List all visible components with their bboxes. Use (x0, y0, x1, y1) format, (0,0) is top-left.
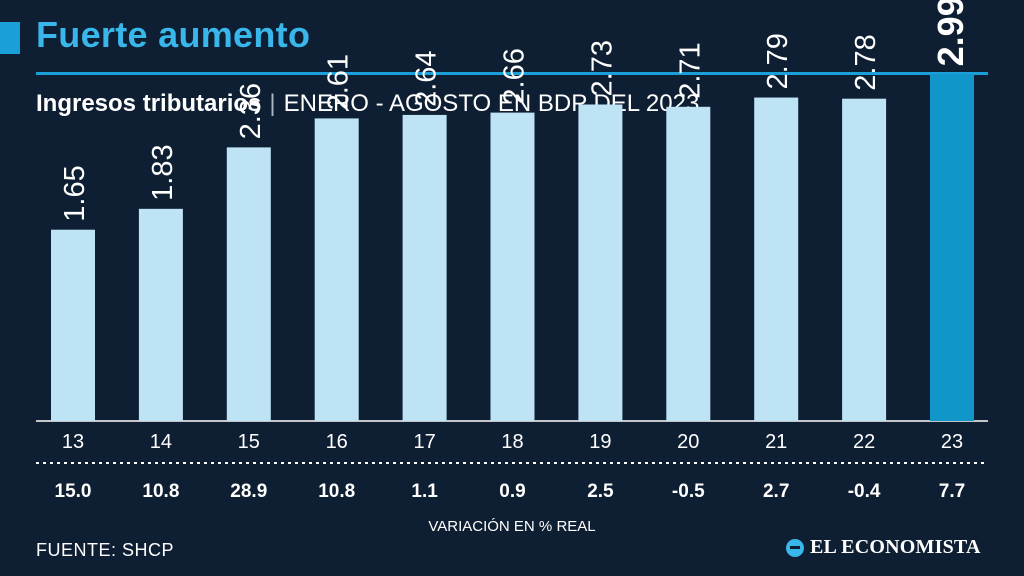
x-tick-label-20: 20 (677, 431, 699, 453)
brand-logo: EL ECONOMISTA (786, 536, 981, 559)
bar-20 (666, 106, 711, 421)
variation-value-15: 28.9 (230, 481, 267, 502)
variation-value-14: 10.8 (142, 481, 179, 502)
chart-title: Ingresos tributarios (36, 90, 262, 117)
data-label-16: 2.61 (323, 54, 355, 110)
bar-22 (842, 98, 887, 421)
x-tick-label-21: 21 (765, 431, 787, 453)
accent-block (0, 22, 20, 54)
bar-17 (402, 114, 447, 422)
data-label-14: 1.83 (147, 144, 179, 200)
x-tick-label-13: 13 (62, 431, 84, 453)
x-tick-label-16: 16 (326, 431, 348, 453)
variation-value-16: 10.8 (318, 481, 355, 502)
data-label-23: 2.99 (930, 0, 971, 66)
data-label-19: 2.73 (586, 40, 618, 96)
x-tick-label-14: 14 (150, 431, 172, 453)
el-economista-logo-icon (786, 538, 804, 557)
variation-value-22: -0.4 (848, 481, 881, 502)
variation-value-23: 7.7 (939, 481, 965, 502)
source-note: FUENTE: SHCP (36, 540, 175, 560)
variation-value-20: -0.5 (672, 481, 705, 502)
x-tick-label-23: 23 (941, 431, 963, 453)
subtitle-separator: | (269, 90, 276, 117)
data-label-15: 2.36 (235, 83, 267, 139)
headline-rule (36, 72, 988, 75)
variation-caption: VARIACIÓN EN % REAL (428, 518, 595, 535)
data-label-18: 2.66 (499, 48, 531, 104)
data-label-22: 2.78 (850, 34, 882, 90)
x-tick-label-19: 19 (589, 431, 611, 453)
x-tick-label-18: 18 (501, 431, 523, 453)
x-tick-label-15: 15 (238, 431, 260, 453)
data-label-17: 2.64 (411, 50, 443, 106)
bar-14 (138, 208, 183, 421)
bar-18 (490, 112, 535, 421)
variation-value-21: 2.7 (763, 481, 789, 502)
bar-23 (930, 74, 974, 422)
bar-15 (226, 147, 271, 421)
data-label-21: 2.79 (762, 33, 794, 89)
bar-21 (754, 97, 799, 422)
chart-subtitle: Ingresos tributarios | ENERO - AGOSTO EN B… (36, 90, 699, 118)
headline: Fuerte aumento (36, 14, 311, 55)
bar-19 (578, 104, 623, 421)
brand-name: EL ECONOMISTA (810, 536, 981, 558)
x-tick-label-17: 17 (413, 431, 435, 453)
bar-16 (314, 118, 359, 421)
variation-value-18: 0.9 (499, 481, 525, 502)
chart-period: ENERO - AGOSTO EN BDP DEL 2023 (283, 90, 700, 117)
x-tick-label-22: 22 (853, 431, 875, 453)
variation-value-19: 2.5 (587, 481, 614, 502)
bar-13 (51, 229, 95, 421)
variation-value-17: 1.1 (411, 481, 438, 502)
variation-value-13: 15.0 (55, 481, 92, 502)
data-label-13: 1.65 (59, 165, 91, 221)
data-label-20: 2.71 (674, 42, 706, 98)
